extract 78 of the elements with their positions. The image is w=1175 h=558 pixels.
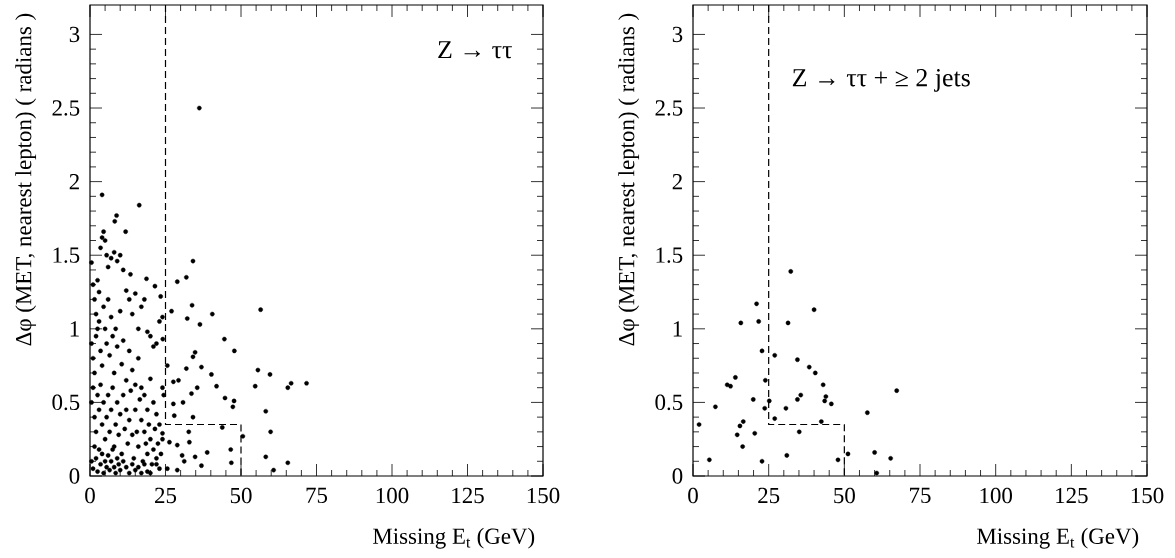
y-tick-label: 1.5 [53,247,80,263]
point [762,405,768,411]
point [728,383,733,389]
annotation: Z → ττ + ≥ 2 jets [792,69,970,92]
x-tick-label: 150 [527,487,560,504]
x-tick-label: 50 [230,487,252,504]
point [788,269,794,274]
y-tick-label: 2 [69,174,79,190]
y-tick-label: 3 [672,26,683,43]
x-tick-label: 75 [910,487,931,504]
y-tick-label: 3 [69,26,80,43]
y-tick-label: 0 [69,468,80,484]
y-tick-label: 0.5 [52,394,80,411]
point [772,416,778,421]
point [865,410,870,416]
point [874,470,880,476]
point [845,451,851,457]
point [734,432,740,438]
y-tick-label: 0 [672,468,683,484]
y-tick-label: 2 [672,174,682,190]
point [820,382,826,388]
x-axis-title: Missing E$_{t}$ (GeV) [373,527,535,549]
point [738,320,744,326]
point [740,444,745,449]
point [894,388,899,393]
point [811,307,817,312]
x-tick-label: 0 [688,487,698,504]
y-tick-label: 0.5 [655,394,683,411]
point [759,458,765,464]
point [752,431,758,436]
point [819,419,824,424]
point [740,419,746,424]
x-tick-label: 125 [1056,487,1088,504]
x-tick-label: 100 [376,487,409,504]
point [785,320,791,326]
x-tick-label: 125 [452,487,484,504]
x-tick-label: 100 [980,487,1012,504]
point [872,450,877,455]
point [713,404,718,410]
x-tick-label: 150 [1131,487,1164,504]
point [733,375,738,380]
point [754,301,759,307]
point [829,401,834,407]
x-tick-label: 25 [758,487,780,504]
point [823,394,829,399]
point [763,378,768,383]
point [772,353,778,358]
point [750,397,756,402]
x-tick-label: 25 [155,487,177,504]
annotation: Z → ττ [438,41,512,59]
point [707,457,712,463]
point [796,429,802,435]
point [783,405,789,411]
y-tick-label: 1 [70,321,79,337]
point [812,370,818,376]
point [795,357,800,363]
point [798,392,804,398]
point [696,422,702,427]
x-tick-label: 50 [834,487,855,504]
y-tick-label: 2.5 [655,100,683,116]
x-tick-label: 0 [85,487,95,504]
point [759,348,765,354]
point [806,364,812,370]
point [756,319,761,324]
y-axis-title: Δφ (MET, nearest lepton) ( radians ) [618,13,640,346]
point [795,397,800,402]
y-tick-label: 1 [673,321,682,337]
point [784,453,790,458]
y-axis-title: Δφ (MET, nearest lepton) ( radians ) [15,13,37,346]
x-tick-label: 75 [306,487,328,504]
x-axis-title: Missing E$_{t}$ (GeV) [977,527,1139,549]
y-tick-label: 2.5 [52,100,80,116]
point [737,423,743,429]
point [888,456,893,461]
point [835,457,841,463]
point [766,398,772,404]
point [822,398,827,404]
y-tick-label: 1.5 [656,247,683,263]
